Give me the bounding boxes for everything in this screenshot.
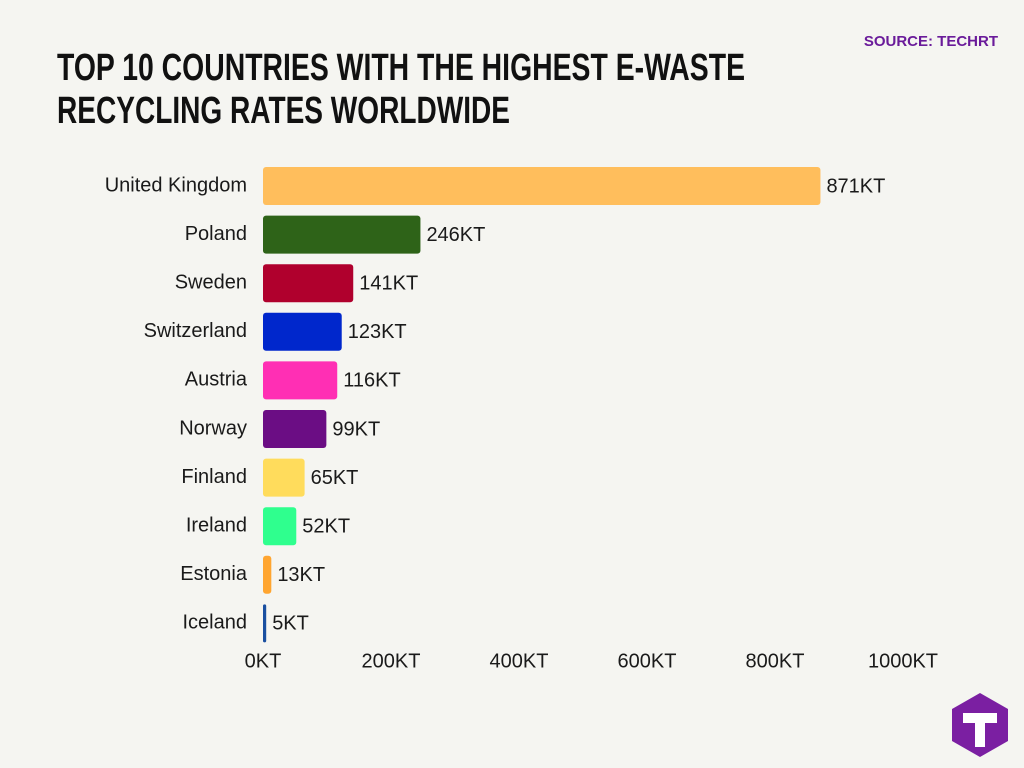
x-tick-label: 800KT [746,650,805,672]
data-label: 99KT [332,418,380,440]
y-tick-label: Iceland [183,612,248,634]
data-label: 141KT [359,272,418,294]
y-tick-label: Ireland [186,514,247,536]
y-tick-label: Poland [185,223,247,245]
bar [263,410,327,448]
bar [263,507,297,546]
bar [263,555,272,594]
x-tick-label: 400KT [490,650,549,672]
chart-title: TOP 10 COUNTRIES WITH THE HIGHEST E-WAST… [57,47,745,89]
data-label: 871KT [826,175,885,197]
y-tick-label: Switzerland [144,320,247,342]
x-tick-label: 0KT [245,650,282,672]
data-label: 5KT [272,613,309,635]
bar [263,264,354,303]
y-tick-label: Sweden [175,271,247,293]
y-tick-label: Austria [185,369,248,391]
bar [263,167,821,205]
bar [263,604,267,643]
bar [263,215,421,254]
y-tick-label: Estonia [180,563,248,585]
logo [952,693,1008,757]
data-label: 52KT [302,515,350,537]
data-label: 65KT [311,467,359,489]
source: SOURCE: TECHRT [864,33,998,50]
data-label: 13KT [277,564,325,586]
y-tick-label: Finland [181,466,247,488]
data-label: 116KT [343,370,400,392]
x-tick-label: 200KT [362,650,421,672]
data-label: 246KT [426,224,485,246]
bar [263,361,338,400]
data-label: 123KT [348,321,407,343]
bar [263,312,342,351]
bar [263,458,305,497]
x-tick-label: 1000KT [868,650,938,672]
y-tick-label: Norway [179,417,247,439]
x-tick-label: 600KT [618,650,677,672]
chart-title: RECYCLING RATES WORLDWIDE [57,90,510,132]
y-tick-label: United Kingdom [105,174,247,196]
